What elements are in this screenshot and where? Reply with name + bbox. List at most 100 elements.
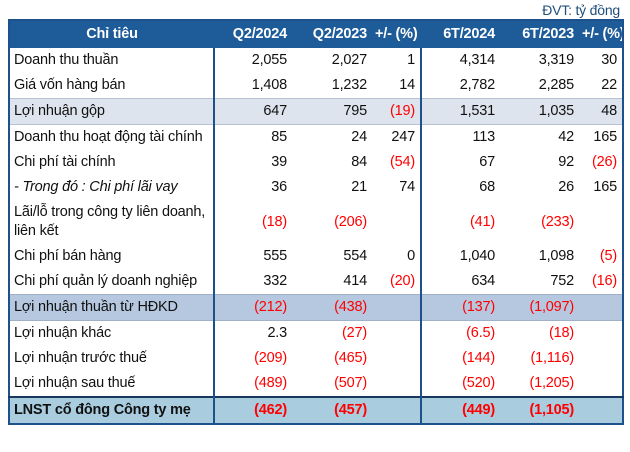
cell-value: 1 xyxy=(375,48,422,73)
cell-value: (20) xyxy=(375,269,422,295)
cell-value: (6.5) xyxy=(466,325,495,341)
cell-value xyxy=(375,371,422,397)
table-row: Lợi nhuận trước thuế (209) (465) (144) (1,11… xyxy=(9,346,623,371)
cell-value: 3,319 xyxy=(538,52,574,68)
cell-value: 1,408 xyxy=(251,77,287,93)
cell-value: 1,232 xyxy=(331,77,367,93)
cell-value: 414 xyxy=(343,273,367,289)
table-body: Doanh thu thuần 2,055 2,027 1 4,314 3,319 30 Gi… xyxy=(9,48,623,424)
cell-value: 67 xyxy=(479,154,495,170)
cell-value: (16) xyxy=(592,273,617,289)
cell-value: 1,035 xyxy=(503,98,582,125)
cell-value: 2.3 xyxy=(267,325,287,341)
cell-value xyxy=(582,200,623,244)
cell-value: (26) xyxy=(592,154,617,170)
cell-value: 92 xyxy=(558,154,574,170)
cell-value: 42 xyxy=(558,129,574,145)
cell-value: 24 xyxy=(351,129,367,145)
cell-value: 1,531 xyxy=(421,98,503,125)
cell-value: 113 xyxy=(472,129,495,145)
cell-value: (449) xyxy=(421,396,503,424)
row-label: Chi phí bán hàng xyxy=(9,244,215,269)
cell-value: (54) xyxy=(375,150,422,175)
cell-value: 332 xyxy=(263,273,287,289)
table-row: Lãi/lỗ trong công ty liên doanh, liên kế… xyxy=(9,200,623,244)
table-row: Chi phí tài chính 39 84 (54) 67 92 (26) xyxy=(9,150,623,175)
cell-value: 647 xyxy=(214,98,295,125)
cell-value: (27) xyxy=(342,325,367,341)
cell-value xyxy=(375,294,422,321)
cell-value: 48 xyxy=(582,98,623,125)
table-header-row: Chỉ tiêu Q2/2024 Q2/2023 +/- (%) 6T/2024 6T/2… xyxy=(9,20,623,48)
cell-value: (1,097) xyxy=(503,294,582,321)
cell-value: (1,105) xyxy=(503,396,582,424)
cell-value xyxy=(375,320,422,346)
row-label: Lợi nhuận trước thuế xyxy=(9,346,215,371)
row-label: Lợi nhuận thuần từ HĐKD xyxy=(9,294,215,321)
cell-value: (438) xyxy=(295,294,375,321)
cell-value: (507) xyxy=(334,375,367,391)
cell-value: 1,040 xyxy=(459,248,495,264)
row-label: Chi phí tài chính xyxy=(9,150,215,175)
column-header: Chỉ tiêu xyxy=(9,20,214,48)
cell-value: 0 xyxy=(375,244,422,269)
column-header: 6T/2024 xyxy=(421,20,503,48)
cell-value: (41) xyxy=(470,213,495,230)
row-label: Lợi nhuận khác xyxy=(9,320,215,346)
cell-value: (465) xyxy=(334,350,367,366)
cell-value: 2,055 xyxy=(251,52,287,68)
cell-value: 21 xyxy=(351,179,367,195)
cell-value: (19) xyxy=(375,98,422,125)
row-label: Chi phí quản lý doanh nghiệp xyxy=(9,269,215,295)
column-header: +/- (%) xyxy=(582,20,623,48)
cell-value: 84 xyxy=(351,154,367,170)
cell-value: 1,098 xyxy=(538,248,574,264)
column-header: Q2/2023 xyxy=(295,20,375,48)
row-label: Giá vốn hàng bán xyxy=(9,73,215,99)
table-row: Chi phí quản lý doanh nghiệp 332 414 (20) 63… xyxy=(9,269,623,295)
column-header: 6T/2023 xyxy=(503,20,582,48)
cell-value xyxy=(582,294,623,321)
table-row: Doanh thu hoạt động tài chính 85 24 247 113 4… xyxy=(9,124,623,150)
cell-value: 4,314 xyxy=(459,52,495,68)
table-row: Lợi nhuận khác 2.3 (27) (6.5) (18) xyxy=(9,320,623,347)
cell-value: (18) xyxy=(549,325,574,341)
row-label: Lợi nhuận sau thuế xyxy=(9,371,215,397)
cell-value: 36 xyxy=(271,179,287,195)
cell-value: (1,205) xyxy=(529,375,574,391)
cell-value: 555 xyxy=(263,248,287,264)
cell-value: 165 xyxy=(593,179,617,195)
cell-value: 30 xyxy=(601,52,617,68)
table-row: Doanh thu thuần 2,055 2,027 1 4,314 3,319 30 xyxy=(9,48,623,73)
cell-value xyxy=(375,346,422,371)
cell-value: 795 xyxy=(295,98,375,125)
row-label: Doanh thu thuần xyxy=(9,48,215,73)
table-row: Lợi nhuận sau thuế (489) (507) (520) (1,205) xyxy=(9,371,623,397)
cell-value: 165 xyxy=(593,129,617,145)
cell-value: (457) xyxy=(295,396,375,424)
cell-value: (520) xyxy=(462,375,495,391)
cell-value: 74 xyxy=(375,175,422,200)
cell-value: (206) xyxy=(334,213,367,230)
table-row: Lợi nhuận gộp 647 795 (19) 1,531 1,035 48 xyxy=(9,98,623,125)
cell-value: 68 xyxy=(479,179,495,195)
cell-value: 22 xyxy=(601,77,617,93)
cell-value: (489) xyxy=(254,375,287,391)
cell-value: 554 xyxy=(343,248,367,264)
cell-value: 634 xyxy=(471,273,495,289)
table-row: Lợi nhuận thuần từ HĐKD (212) (438) (137) (1… xyxy=(9,294,623,321)
column-header: +/- (%) xyxy=(375,20,421,48)
cell-value: 2,782 xyxy=(459,77,495,93)
row-label: Lãi/lỗ trong công ty liên doanh, liên kế… xyxy=(9,200,215,244)
cell-value xyxy=(582,346,623,371)
cell-value: (137) xyxy=(421,294,503,321)
row-label: Lợi nhuận gộp xyxy=(9,98,215,125)
cell-value: (18) xyxy=(262,213,287,230)
cell-value: 85 xyxy=(271,129,287,145)
cell-value: 14 xyxy=(375,73,422,99)
income-statement-table: Chỉ tiêu Q2/2024 Q2/2023 +/- (%) 6T/2024 6T/2… xyxy=(8,19,624,425)
cell-value: (5) xyxy=(599,248,617,264)
cell-value: (233) xyxy=(541,213,574,230)
cell-value xyxy=(582,321,623,347)
table-row: Chi phí bán hàng 555 554 0 1,040 1,098 (5) xyxy=(9,244,623,269)
